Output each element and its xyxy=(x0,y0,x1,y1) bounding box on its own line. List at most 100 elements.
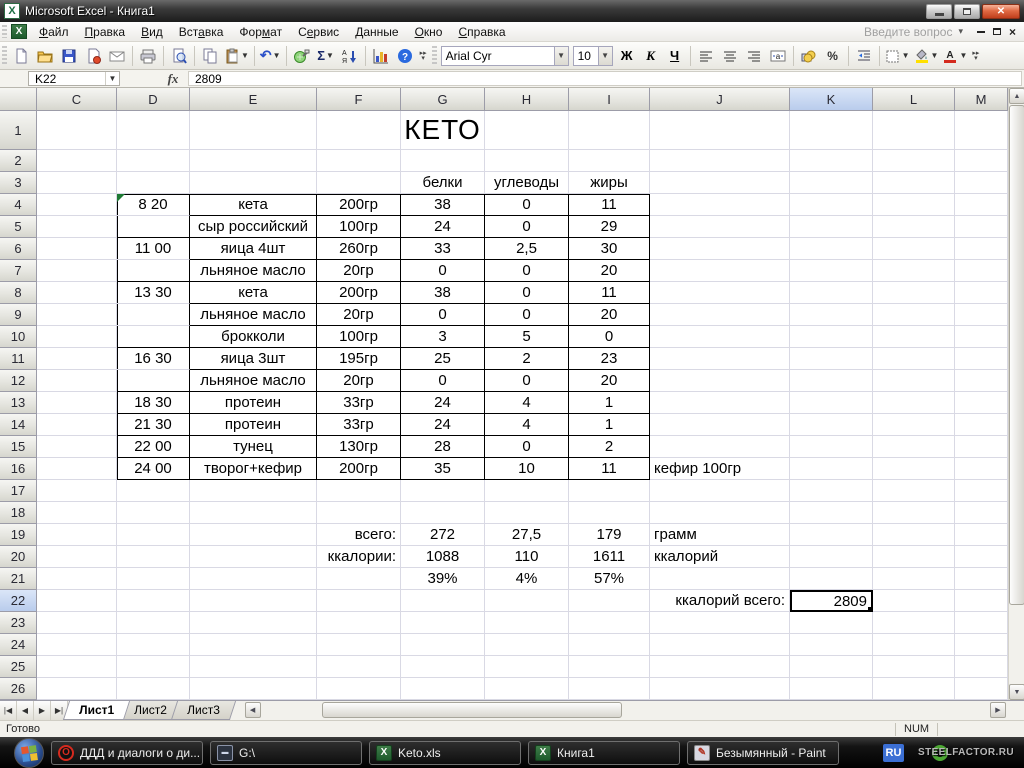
row-header-9[interactable]: 9 xyxy=(0,304,37,326)
cell-E5[interactable]: сыр российский xyxy=(190,216,317,238)
align-left-button[interactable] xyxy=(695,45,717,67)
cell-J1[interactable] xyxy=(650,111,790,150)
cell-E16[interactable]: творог+кефир xyxy=(190,458,317,480)
menu-4[interactable]: Формат xyxy=(239,24,283,39)
permission-button[interactable] xyxy=(82,45,104,67)
cell-L25[interactable] xyxy=(873,656,955,678)
cell-E12[interactable]: льняное масло xyxy=(190,370,317,392)
sheet-tab-3[interactable]: Лист3 xyxy=(170,701,236,720)
row-header-17[interactable]: 17 xyxy=(0,480,37,502)
cell-L10[interactable] xyxy=(873,326,955,348)
cell-E20[interactable] xyxy=(190,546,317,568)
cell-L11[interactable] xyxy=(873,348,955,370)
cell-E3[interactable] xyxy=(190,172,317,194)
underline-button[interactable]: Ч xyxy=(664,45,686,67)
column-header-G[interactable]: G xyxy=(401,88,485,111)
cell-G21[interactable]: 39% xyxy=(401,568,485,590)
row-header-15[interactable]: 15 xyxy=(0,436,37,458)
cell-C12[interactable] xyxy=(37,370,117,392)
cell-J15[interactable] xyxy=(650,436,790,458)
new-document-button[interactable] xyxy=(10,45,32,67)
cell-M26[interactable] xyxy=(955,678,1008,700)
column-header-F[interactable]: F xyxy=(317,88,401,111)
taskbar-button-1[interactable]: O ДДД и диалоги о ди... xyxy=(51,740,203,765)
cell-H21[interactable]: 4% xyxy=(485,568,569,590)
column-header-C[interactable]: C xyxy=(37,88,117,111)
cell-G26[interactable] xyxy=(401,678,485,700)
cell-L23[interactable] xyxy=(873,612,955,634)
cell-D10[interactable] xyxy=(117,326,190,348)
menu-5[interactable]: Сервис xyxy=(298,24,340,39)
column-header-M[interactable]: M xyxy=(955,88,1008,111)
row-header-12[interactable]: 12 xyxy=(0,370,37,392)
cell-F8[interactable]: 200гр xyxy=(317,282,401,304)
cell-H17[interactable] xyxy=(485,480,569,502)
first-sheet-icon[interactable]: |◀ xyxy=(0,701,17,720)
cell-I23[interactable] xyxy=(569,612,650,634)
cell-J12[interactable] xyxy=(650,370,790,392)
row-header-16[interactable]: 16 xyxy=(0,458,37,480)
cell-E9[interactable]: льняное масло xyxy=(190,304,317,326)
row-header-13[interactable]: 13 xyxy=(0,392,37,414)
print-preview-button[interactable] xyxy=(168,45,190,67)
cell-C4[interactable] xyxy=(37,194,117,216)
cell-I12[interactable]: 20 xyxy=(569,370,650,392)
cell-J7[interactable] xyxy=(650,260,790,282)
cell-E23[interactable] xyxy=(190,612,317,634)
cell-G8[interactable]: 38 xyxy=(401,282,485,304)
cell-H11[interactable]: 2 xyxy=(485,348,569,370)
cell-C15[interactable] xyxy=(37,436,117,458)
dropdown-arrow-icon[interactable]: ▼ xyxy=(959,51,968,60)
copy-button[interactable] xyxy=(199,45,221,67)
cell-I16[interactable]: 11 xyxy=(569,458,650,480)
cell-F15[interactable]: 130гр xyxy=(317,436,401,458)
cell-F10[interactable]: 100гр xyxy=(317,326,401,348)
cell-D20[interactable] xyxy=(117,546,190,568)
cell-C13[interactable] xyxy=(37,392,117,414)
cell-M1[interactable] xyxy=(955,111,1008,150)
cell-I15[interactable]: 2 xyxy=(569,436,650,458)
cell-J11[interactable] xyxy=(650,348,790,370)
cell-L13[interactable] xyxy=(873,392,955,414)
cell-G12[interactable]: 0 xyxy=(401,370,485,392)
cell-G11[interactable]: 25 xyxy=(401,348,485,370)
cell-C17[interactable] xyxy=(37,480,117,502)
cell-F6[interactable]: 260гр xyxy=(317,238,401,260)
cell-F12[interactable]: 20гр xyxy=(317,370,401,392)
row-header-14[interactable]: 14 xyxy=(0,414,37,436)
cell-I24[interactable] xyxy=(569,634,650,656)
cell-J8[interactable] xyxy=(650,282,790,304)
taskbar-button-5[interactable]: ✎ Безымянный - Paint xyxy=(687,740,839,765)
cell-K25[interactable] xyxy=(790,656,873,678)
cell-H14[interactable]: 4 xyxy=(485,414,569,436)
cell-L12[interactable] xyxy=(873,370,955,392)
cell-L20[interactable] xyxy=(873,546,955,568)
cell-M22[interactable] xyxy=(955,590,1008,612)
cell-D15[interactable]: 22 00 xyxy=(117,436,190,458)
cell-C10[interactable] xyxy=(37,326,117,348)
cell-K18[interactable] xyxy=(790,502,873,524)
cell-G24[interactable] xyxy=(401,634,485,656)
cell-K26[interactable] xyxy=(790,678,873,700)
cell-M11[interactable] xyxy=(955,348,1008,370)
menubar-grip[interactable] xyxy=(2,24,7,39)
cell-D18[interactable] xyxy=(117,502,190,524)
dropdown-arrow-icon[interactable]: ▼ xyxy=(241,51,249,60)
close-button[interactable]: ✕ xyxy=(982,3,1020,19)
cell-D4[interactable]: 8 20 xyxy=(117,194,190,216)
cell-E14[interactable]: протеин xyxy=(190,414,317,436)
taskbar-button-4[interactable]: X Книга1 xyxy=(528,740,680,765)
cell-K9[interactable] xyxy=(790,304,873,326)
cell-K10[interactable] xyxy=(790,326,873,348)
cell-K11[interactable] xyxy=(790,348,873,370)
cell-L4[interactable] xyxy=(873,194,955,216)
ask-question-box[interactable]: Введите вопрос xyxy=(863,24,953,39)
doc-restore-icon[interactable] xyxy=(992,28,1001,35)
cell-M19[interactable] xyxy=(955,524,1008,546)
cell-L16[interactable] xyxy=(873,458,955,480)
cell-D23[interactable] xyxy=(117,612,190,634)
cell-M8[interactable] xyxy=(955,282,1008,304)
cell-H12[interactable]: 0 xyxy=(485,370,569,392)
cell-C7[interactable] xyxy=(37,260,117,282)
